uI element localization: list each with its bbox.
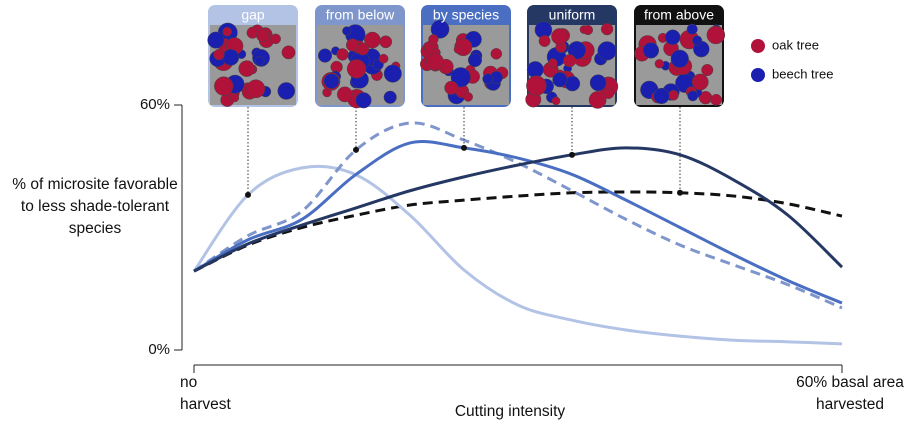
y-axis-label: % of microsite favorable to less shade-t…: [10, 174, 180, 240]
tree: [337, 87, 352, 102]
tree: [214, 49, 225, 60]
tree: [654, 88, 670, 104]
tree: [548, 59, 557, 68]
series-line: [194, 166, 842, 343]
tree: [491, 48, 502, 59]
tree: [255, 56, 264, 65]
tree: [445, 81, 459, 95]
y-tick-label: 60%: [140, 96, 170, 113]
tree: [702, 64, 714, 76]
x-tick-label: no harvest: [180, 372, 240, 416]
callout-dot: [677, 190, 683, 196]
thumbnail-label: by species: [433, 7, 499, 23]
legend-label: oak tree: [772, 37, 819, 52]
tree: [655, 59, 664, 68]
tree: [692, 36, 702, 46]
tree: [551, 28, 567, 44]
tree: [278, 82, 295, 99]
tree: [379, 54, 388, 63]
tree: [347, 59, 366, 78]
thumbnail-label: from below: [326, 7, 395, 23]
tree: [601, 23, 613, 35]
thumbnail-label: uniform: [549, 7, 596, 23]
legend-swatch: [751, 39, 765, 53]
y-tick-label: 0%: [148, 341, 170, 358]
tree: [324, 74, 339, 89]
series-line: [194, 123, 842, 308]
page: 0% 60% gap from below by species uniform from …: [0, 0, 908, 427]
tree: [583, 25, 593, 35]
tree: [665, 30, 680, 45]
legend-swatch: [751, 68, 765, 82]
tree: [598, 42, 617, 61]
tree: [342, 27, 351, 36]
tree: [527, 61, 543, 77]
tree: [214, 77, 233, 96]
tree: [384, 91, 397, 104]
series-line: [194, 148, 842, 271]
tree: [380, 36, 392, 48]
tree: [256, 29, 269, 42]
tree: [711, 94, 722, 105]
tree: [357, 43, 369, 55]
tree: [468, 53, 482, 67]
tree: [337, 48, 349, 60]
thumbnail-label: gap: [241, 7, 265, 23]
tree: [223, 27, 232, 36]
tree: [553, 72, 568, 87]
tree: [231, 94, 239, 102]
callout-dot: [569, 152, 575, 158]
tree: [483, 74, 493, 84]
tree: [208, 32, 224, 48]
tree: [563, 54, 576, 67]
tree: [692, 74, 708, 90]
tree: [427, 53, 444, 70]
tree: [318, 49, 332, 63]
tree: [688, 91, 698, 101]
tree: [271, 34, 281, 44]
tree: [356, 92, 372, 108]
tree: [464, 92, 473, 101]
tree: [539, 35, 550, 46]
tree: [552, 97, 560, 105]
tree: [589, 91, 606, 108]
tree: [668, 90, 678, 100]
callout-dot: [461, 145, 467, 151]
tree: [384, 65, 401, 82]
legend-label: beech tree: [772, 66, 833, 81]
callout-dot: [353, 147, 359, 153]
tree: [428, 34, 438, 44]
x-axis-label: Cutting intensity: [400, 401, 620, 423]
x-tick-label: 60% basal area harvested: [785, 372, 908, 416]
tree: [643, 43, 659, 59]
tree: [687, 24, 697, 34]
tree: [247, 80, 265, 98]
tree: [454, 45, 462, 53]
callout-dot: [245, 192, 251, 198]
tree: [239, 61, 255, 77]
tree: [526, 76, 546, 96]
thumbnail-label: from above: [644, 7, 714, 23]
tree: [223, 49, 239, 65]
tree: [671, 50, 689, 68]
tree: [282, 46, 295, 59]
tree: [590, 75, 606, 91]
tree: [707, 26, 725, 44]
